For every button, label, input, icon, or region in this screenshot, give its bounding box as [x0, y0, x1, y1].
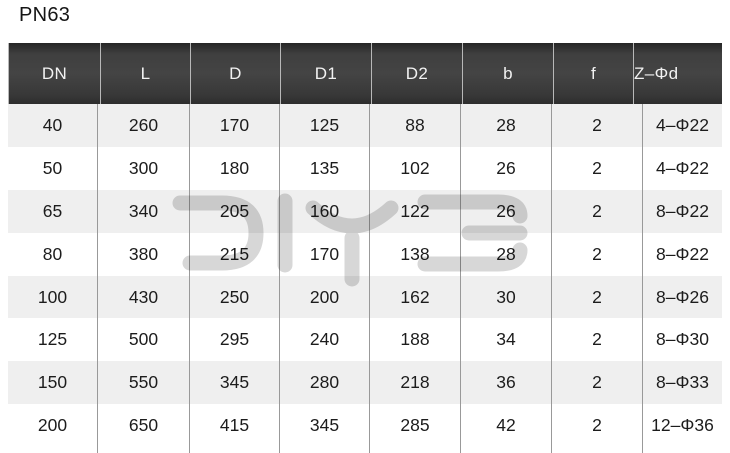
cell-b: 34 — [460, 318, 551, 362]
cell-f: 2 — [551, 146, 642, 190]
table-body: 40 260 170 125 88 28 2 4–Φ22 50 300 180 … — [8, 104, 722, 448]
column-header: L — [100, 43, 190, 104]
cell-d1: 240 — [279, 318, 369, 362]
dimension-table: DN L D D1 D2 b f Z–Φd 40 260 17 — [8, 43, 722, 453]
cell-d2: 162 — [369, 275, 460, 319]
cell-l: 500 — [97, 318, 189, 362]
cell-d2: 122 — [369, 189, 460, 233]
cell-b: 36 — [460, 361, 551, 405]
cell-d: 295 — [189, 318, 279, 362]
cell-d: 250 — [189, 275, 279, 319]
cell-d: 415 — [189, 404, 279, 448]
cell-d: 345 — [189, 361, 279, 405]
cell-zphid: 8–Φ26 — [642, 275, 722, 319]
cell-dn: 150 — [37, 372, 68, 393]
cell-l: 550 — [97, 361, 189, 405]
cell-zphid: 12–Φ36 — [642, 404, 722, 448]
cell-f: 2 — [551, 104, 642, 147]
cell-d: 180 — [189, 146, 279, 190]
cell-l: 380 — [97, 232, 189, 276]
table-row: 125 500 295 240 188 34 2 8–Φ30 — [8, 318, 722, 362]
cell-f: 2 — [551, 404, 642, 448]
table-row: 40 260 170 125 88 28 2 4–Φ22 — [8, 104, 722, 147]
cell-f: 2 — [551, 361, 642, 405]
cell-dn: 200 — [37, 415, 68, 436]
cell-l: 430 — [97, 275, 189, 319]
cell-dn: 65 — [42, 200, 63, 221]
table-row: 200 650 415 345 285 42 2 12–Φ36 — [8, 404, 722, 448]
cell-d2: 285 — [369, 404, 460, 448]
cell-b: 30 — [460, 275, 551, 319]
cell-d1: 160 — [279, 189, 369, 233]
cell-f: 2 — [551, 275, 642, 319]
cell-f: 2 — [551, 318, 642, 362]
cell-d1: 135 — [279, 146, 369, 190]
cell-d1: 345 — [279, 404, 369, 448]
table-row: 50 300 180 135 102 26 2 4–Φ22 — [8, 146, 722, 190]
cell-dn: 125 — [37, 329, 68, 350]
cell-b: 26 — [460, 146, 551, 190]
table-cutoff-row — [8, 447, 722, 453]
column-header: DN — [8, 43, 100, 104]
cell-f: 2 — [551, 232, 642, 276]
cell-d1: 200 — [279, 275, 369, 319]
cell-d2: 188 — [369, 318, 460, 362]
cell-d2: 102 — [369, 146, 460, 190]
cell-zphid: 4–Φ22 — [642, 146, 722, 190]
cell-f: 2 — [551, 189, 642, 233]
table-row: 100 430 250 200 162 30 2 8–Φ26 — [8, 275, 722, 319]
cell-d1: 280 — [279, 361, 369, 405]
cell-b: 28 — [460, 232, 551, 276]
table-row: 65 340 205 160 122 26 2 8–Φ22 — [8, 189, 722, 233]
cell-d1: 170 — [279, 232, 369, 276]
table-header-row: DN L D D1 D2 b f Z–Φd — [8, 43, 722, 104]
cell-d2: 88 — [369, 104, 460, 147]
cell-l: 650 — [97, 404, 189, 448]
cell-zphid: 4–Φ22 — [642, 104, 722, 147]
cell-b: 28 — [460, 104, 551, 147]
cell-dn: 40 — [42, 114, 63, 135]
cell-zphid: 8–Φ22 — [642, 189, 722, 233]
cell-d2: 218 — [369, 361, 460, 405]
cell-dn: 50 — [42, 157, 63, 178]
column-header: Z–Φd — [633, 43, 678, 104]
cell-l: 300 — [97, 146, 189, 190]
cell-d: 170 — [189, 104, 279, 147]
cell-d: 215 — [189, 232, 279, 276]
page-title: PN63 — [19, 4, 71, 26]
cell-l: 260 — [97, 104, 189, 147]
cell-dn: 80 — [42, 243, 63, 264]
column-header: D — [190, 43, 280, 104]
cell-d2: 138 — [369, 232, 460, 276]
table-row: 150 550 345 280 218 36 2 8–Φ33 — [8, 361, 722, 405]
column-header: D1 — [280, 43, 371, 104]
column-header: D2 — [371, 43, 462, 104]
cell-zphid: 8–Φ33 — [642, 361, 722, 405]
cell-l: 340 — [97, 189, 189, 233]
cell-b: 42 — [460, 404, 551, 448]
cell-d: 205 — [189, 189, 279, 233]
cell-b: 26 — [460, 189, 551, 233]
cell-zphid: 8–Φ30 — [642, 318, 722, 362]
column-header: f — [553, 43, 633, 104]
cell-dn: 100 — [37, 286, 68, 307]
cell-d1: 125 — [279, 104, 369, 147]
cell-zphid: 8–Φ22 — [642, 232, 722, 276]
table-row: 80 380 215 170 138 28 2 8–Φ22 — [8, 232, 722, 276]
column-header: b — [462, 43, 553, 104]
